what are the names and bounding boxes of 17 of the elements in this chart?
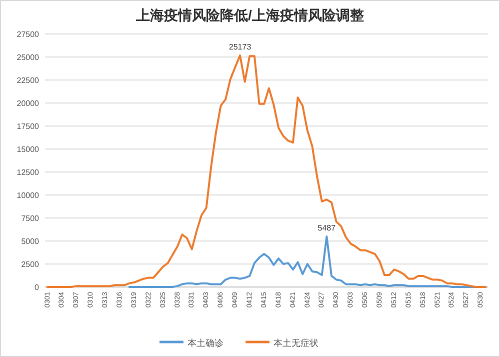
data-label: 25173 [228, 42, 252, 52]
y-tick-label: 2500 [21, 260, 40, 269]
y-tick-label: 17500 [16, 122, 40, 131]
data-label: 5487 [318, 224, 336, 233]
y-tick-label: 25000 [16, 53, 40, 62]
y-tick-label: 27500 [16, 30, 40, 39]
y-tick-label: 15000 [16, 145, 40, 154]
y-tick-label: 10000 [16, 191, 40, 200]
y-tick-label: 12500 [16, 168, 40, 177]
legend-label: 本土确诊 [188, 338, 224, 348]
title: 上海疫情风险降低/上海疫情风险调整 [136, 7, 364, 23]
y-tick-label: 7500 [21, 214, 40, 223]
y-tick-label: 5000 [21, 237, 40, 246]
legend-label: 本土无症状 [274, 338, 318, 348]
y-tick-label: 0 [34, 283, 40, 292]
y-tick-label: 22500 [16, 76, 40, 85]
y-tick-label: 20000 [16, 99, 40, 108]
